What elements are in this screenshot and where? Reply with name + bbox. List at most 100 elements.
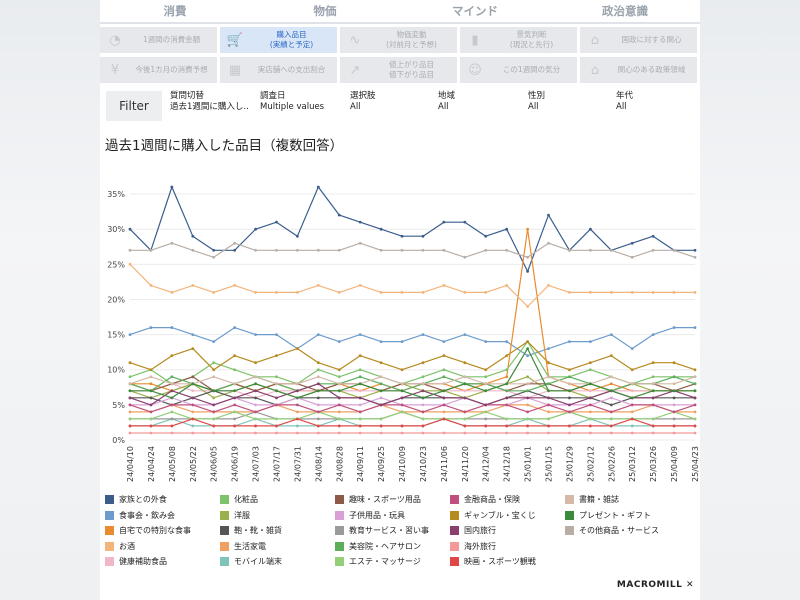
data-point[interactable] — [128, 227, 132, 231]
data-point[interactable] — [212, 255, 216, 259]
data-point[interactable] — [588, 403, 592, 407]
data-point[interactable] — [421, 333, 425, 336]
data-point[interactable] — [505, 424, 509, 428]
data-point[interactable] — [400, 382, 404, 386]
legend-item[interactable]: 子供用品・玩具 — [335, 510, 405, 521]
data-point[interactable] — [170, 410, 174, 414]
data-point[interactable] — [170, 241, 174, 245]
data-point[interactable] — [547, 382, 550, 386]
data-point[interactable] — [337, 389, 341, 393]
data-point[interactable] — [233, 368, 237, 372]
legend-item[interactable]: 趣味・スポーツ用品 — [335, 494, 421, 505]
data-point[interactable] — [421, 410, 425, 414]
data-point[interactable] — [442, 284, 446, 287]
data-point[interactable] — [149, 284, 153, 287]
data-point[interactable] — [484, 424, 488, 428]
data-point[interactable] — [316, 185, 320, 189]
data-point[interactable] — [421, 431, 425, 435]
data-point[interactable] — [233, 326, 237, 329]
data-point[interactable] — [170, 185, 174, 189]
data-point[interactable] — [191, 375, 195, 379]
data-point[interactable] — [421, 396, 425, 400]
data-point[interactable] — [254, 291, 257, 294]
data-point[interactable] — [379, 431, 383, 435]
data-point[interactable] — [254, 361, 257, 365]
data-point[interactable] — [233, 417, 237, 421]
data-point[interactable] — [212, 361, 216, 365]
data-point[interactable] — [400, 291, 404, 294]
data-point[interactable] — [275, 389, 278, 393]
data-point[interactable] — [254, 431, 257, 435]
legend-item[interactable]: 生活家電 — [220, 541, 266, 552]
data-point[interactable] — [693, 389, 697, 393]
data-point[interactable] — [316, 248, 320, 252]
data-point[interactable] — [254, 333, 257, 336]
data-point[interactable] — [463, 410, 467, 414]
data-point[interactable] — [358, 333, 362, 336]
data-point[interactable] — [693, 403, 697, 407]
data-point[interactable] — [421, 403, 425, 407]
data-point[interactable] — [442, 248, 446, 252]
data-point[interactable] — [526, 347, 529, 351]
data-point[interactable] — [275, 291, 278, 294]
data-point[interactable] — [588, 227, 592, 231]
data-point[interactable] — [191, 396, 195, 400]
data-point[interactable] — [358, 241, 362, 245]
data-point[interactable] — [212, 396, 216, 400]
data-point[interactable] — [505, 417, 509, 421]
data-point[interactable] — [609, 424, 613, 428]
data-point[interactable] — [128, 389, 132, 393]
data-point[interactable] — [421, 375, 425, 379]
data-point[interactable] — [149, 382, 153, 386]
data-point[interactable] — [547, 431, 550, 435]
data-point[interactable] — [547, 417, 550, 421]
data-point[interactable] — [672, 410, 676, 414]
data-point[interactable] — [296, 234, 299, 238]
data-point[interactable] — [379, 403, 383, 407]
data-point[interactable] — [337, 291, 341, 294]
data-point[interactable] — [191, 424, 195, 428]
data-point[interactable] — [254, 382, 257, 386]
data-point[interactable] — [296, 389, 299, 393]
data-point[interactable] — [400, 410, 404, 414]
data-point[interactable] — [379, 248, 383, 252]
data-point[interactable] — [693, 375, 697, 379]
data-point[interactable] — [630, 389, 634, 393]
data-point[interactable] — [316, 333, 320, 336]
data-point[interactable] — [630, 410, 634, 414]
tab-consumption[interactable]: 消費 — [100, 0, 250, 24]
legend-item[interactable]: 家族との外食 — [105, 494, 167, 505]
data-point[interactable] — [693, 396, 697, 400]
data-point[interactable] — [296, 403, 299, 407]
data-point[interactable] — [149, 368, 153, 372]
series-line[interactable] — [130, 418, 695, 427]
data-point[interactable] — [400, 396, 404, 400]
data-point[interactable] — [651, 417, 655, 421]
legend-item[interactable]: 映画・スポーツ観戦 — [450, 556, 536, 567]
data-point[interactable] — [296, 396, 299, 400]
data-point[interactable] — [254, 403, 257, 407]
data-point[interactable] — [212, 248, 216, 252]
data-point[interactable] — [609, 354, 613, 358]
legend-item[interactable]: 教育サービス・習い事 — [335, 525, 429, 536]
data-point[interactable] — [484, 410, 488, 414]
data-point[interactable] — [191, 234, 195, 238]
data-point[interactable] — [505, 248, 509, 252]
data-point[interactable] — [337, 375, 341, 379]
subtab-building[interactable]: ⌂ 関心のある政策領域 — [580, 57, 697, 83]
data-point[interactable] — [630, 255, 634, 259]
data-point[interactable] — [568, 424, 571, 428]
legend-item[interactable]: 海外旅行 — [450, 541, 496, 552]
data-point[interactable] — [400, 403, 404, 407]
data-point[interactable] — [484, 417, 488, 421]
data-point[interactable] — [526, 403, 529, 407]
data-point[interactable] — [672, 382, 676, 386]
data-point[interactable] — [128, 396, 132, 400]
data-point[interactable] — [568, 396, 571, 400]
data-point[interactable] — [191, 431, 195, 435]
data-point[interactable] — [568, 410, 571, 414]
data-point[interactable] — [212, 291, 216, 294]
data-point[interactable] — [693, 410, 697, 414]
data-point[interactable] — [128, 410, 132, 414]
data-point[interactable] — [484, 382, 488, 386]
